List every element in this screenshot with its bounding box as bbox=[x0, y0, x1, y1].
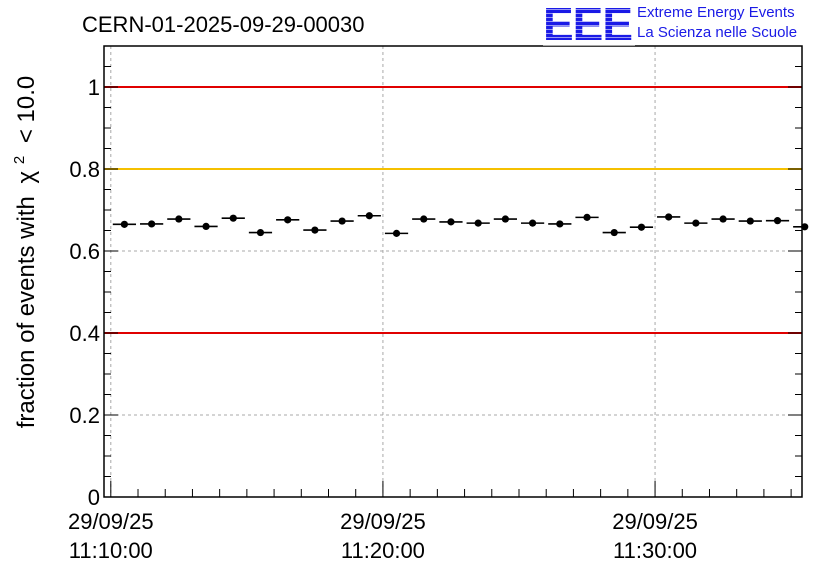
x-tick-label-date: 29/09/25 bbox=[68, 509, 154, 534]
y-tick-label: 0.6 bbox=[69, 239, 100, 264]
y-axis-label-tail: < 10.0 bbox=[13, 76, 40, 143]
x-tick-label-time: 11:30:00 bbox=[613, 538, 697, 563]
x-tick-label-date: 29/09/25 bbox=[612, 509, 698, 534]
y-axis-label-symbol: χ bbox=[13, 170, 40, 183]
x-tick-label-date: 29/09/25 bbox=[340, 509, 426, 534]
data-point bbox=[284, 216, 292, 224]
data-point bbox=[229, 214, 237, 222]
y-axis-label-superscript: 2 bbox=[11, 156, 28, 164]
data-point bbox=[583, 213, 591, 221]
eee-logo-line2: La Scienza nelle Scuole bbox=[637, 24, 798, 41]
chart-title: CERN-01-2025-09-29-00030 bbox=[82, 12, 365, 37]
y-tick-label: 0 bbox=[88, 485, 100, 510]
data-point bbox=[501, 215, 509, 223]
data-point bbox=[365, 212, 373, 220]
eee-logo-line1: Extreme Energy Events bbox=[637, 4, 795, 21]
data-point bbox=[392, 229, 401, 237]
data-point bbox=[692, 219, 700, 227]
data-point bbox=[528, 219, 537, 227]
grid-layer bbox=[104, 46, 802, 497]
data-point bbox=[637, 223, 646, 231]
data-point bbox=[148, 220, 156, 228]
plot-border bbox=[103, 45, 803, 498]
data-point bbox=[665, 213, 673, 221]
data-point bbox=[447, 218, 455, 226]
data-point bbox=[773, 217, 782, 225]
y-tick-label: 0.2 bbox=[69, 403, 100, 428]
data-point bbox=[746, 217, 754, 225]
data-point bbox=[719, 215, 727, 223]
data-layer bbox=[112, 212, 809, 237]
y-tick-label: 1 bbox=[88, 75, 100, 100]
eee-logo-mark: EEE bbox=[543, 0, 633, 50]
data-point bbox=[610, 228, 618, 237]
data-point bbox=[474, 219, 482, 227]
eee-logo: EEE Extreme Energy Events La Scienza nel… bbox=[543, 0, 833, 50]
y-axis-label-main: fraction of events with bbox=[13, 196, 40, 428]
x-tick-label-time: 11:10:00 bbox=[69, 538, 153, 563]
data-point bbox=[256, 228, 265, 237]
data-point bbox=[556, 220, 564, 228]
y-axis-label: fraction of events with χ 2 < 10.0 bbox=[3, 76, 40, 429]
plot-frame bbox=[103, 45, 803, 498]
data-point bbox=[801, 223, 809, 231]
y-tick-label: 0.8 bbox=[69, 157, 100, 182]
data-point bbox=[420, 215, 428, 223]
reference-lines bbox=[104, 86, 802, 334]
axes: 0 0.2 0.4 0.6 0.8 1 29/09/25 11:10:00 29/09/25 11… bbox=[68, 45, 802, 563]
data-point bbox=[120, 220, 129, 228]
data-point bbox=[338, 217, 346, 225]
data-point bbox=[311, 226, 319, 234]
data-point bbox=[202, 222, 210, 230]
y-tick-label: 0.4 bbox=[69, 321, 100, 346]
data-point bbox=[175, 215, 183, 223]
x-tick-label-time: 11:20:00 bbox=[341, 538, 425, 563]
